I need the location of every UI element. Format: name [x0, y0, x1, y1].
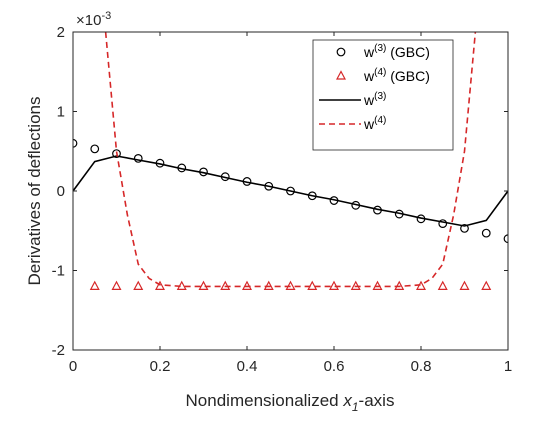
data-point-triangle: [133, 280, 144, 290]
y-tick-label: 0: [57, 183, 65, 200]
legend-label: w(4) (GBC): [363, 67, 430, 84]
data-point-triangle: [176, 280, 187, 290]
data-point-triangle: [307, 280, 318, 290]
legend: w(3) (GBC)w(4) (GBC)w(3)w(4): [312, 39, 454, 151]
legend-label-base: w: [363, 68, 375, 84]
legend-label-tail: (GBC): [386, 68, 430, 84]
legend-entry: w(3): [319, 91, 386, 108]
series-triangle-markers: [89, 280, 492, 290]
x-tick-label: 0.8: [411, 358, 432, 375]
data-point-circle: [329, 196, 339, 205]
data-point-circle: [438, 219, 448, 228]
x-axis-label-main: Nondimensionalized: [186, 391, 344, 410]
data-point-circle: [264, 181, 274, 191]
data-point-circle: [90, 144, 100, 154]
data-point-triangle: [350, 280, 361, 290]
y-exponent-label: ×10-3: [76, 10, 111, 29]
series-circle-markers: [73, 138, 508, 244]
data-point-circle: [112, 149, 121, 159]
data-point-triangle: [263, 280, 274, 290]
y-tick-label: 1: [57, 104, 65, 121]
series-solid-line: [73, 155, 508, 227]
legend-label-sup: (4): [374, 67, 386, 78]
y-tick-label: -2: [52, 342, 65, 359]
y-tick-label: 2: [57, 24, 65, 41]
data-point-triangle: [220, 280, 231, 290]
legend-entry: w(4) (GBC): [336, 67, 430, 84]
data-point-triangle: [394, 280, 405, 290]
data-point-triangle: [416, 280, 426, 290]
data-point-circle: [481, 228, 491, 238]
data-point-triangle: [372, 280, 383, 290]
legend-label-tail: (GBC): [386, 44, 430, 60]
x-tick-label: 0.6: [324, 358, 345, 375]
data-point-circle: [177, 163, 187, 173]
x-axis-label-sub: 1: [352, 400, 359, 414]
legend-label: w(4): [363, 115, 386, 132]
data-point-circle: [460, 223, 469, 233]
legend-box: [312, 39, 454, 151]
tick-layer: 0 0.2 0.4 0.6 0.8 1 -2 -1 0 1 2: [52, 24, 513, 375]
data-point-triangle: [481, 280, 492, 290]
x-tick-label: 0.2: [150, 358, 171, 375]
legend-label-sup: (3): [374, 91, 386, 102]
legend-triangle-marker: [336, 70, 346, 80]
legend-circle-marker: [336, 47, 346, 57]
legend-label: w(3) (GBC): [363, 43, 430, 60]
legend-label-sup: (4): [374, 115, 386, 126]
x-tick-label: 0.4: [237, 358, 258, 375]
data-point-circle: [133, 154, 143, 163]
data-point-triangle: [242, 280, 252, 290]
data-point-triangle: [155, 280, 165, 290]
x-axis-label: Nondimensionalized x1-axis: [186, 391, 395, 414]
data-point-circle: [199, 167, 208, 177]
data-point-triangle: [459, 280, 470, 290]
data-point-circle: [351, 200, 361, 210]
data-point-circle: [307, 191, 317, 201]
y-exponent-base: ×10: [76, 12, 101, 29]
y-exponent-power: -3: [101, 10, 111, 22]
data-point-triangle: [111, 280, 122, 290]
legend-entries: w(3) (GBC)w(4) (GBC)w(3)w(4): [319, 43, 430, 132]
legend-label-base: w: [363, 92, 375, 108]
series-layer: [73, 32, 508, 290]
legend-entry: w(3) (GBC): [336, 43, 430, 60]
data-point-triangle: [437, 280, 448, 290]
y-tick-label: -1: [52, 263, 65, 280]
x-tick-label: 1: [504, 358, 512, 375]
legend-label-base: w: [363, 116, 375, 132]
data-point-triangle: [198, 280, 209, 290]
legend-entry: w(4): [319, 115, 386, 132]
x-tick-label: 0: [69, 358, 77, 375]
data-point-circle: [220, 172, 230, 182]
data-point-circle: [155, 158, 165, 168]
data-point-triangle: [89, 280, 100, 290]
data-point-circle: [286, 186, 295, 196]
data-point-triangle: [285, 280, 296, 290]
x-axis-label-var: x: [342, 391, 352, 410]
legend-label: w(3): [363, 91, 386, 108]
x-axis-label-tail: -axis: [359, 391, 395, 410]
data-point-circle: [394, 209, 404, 219]
series-dashed-line: [104, 32, 477, 288]
series-line: [104, 32, 477, 288]
series-line: [73, 155, 508, 227]
y-axis-label: Derivatives of deflections: [25, 97, 44, 286]
legend-label-sup: (3): [374, 43, 386, 54]
data-point-circle: [503, 234, 508, 244]
legend-label-base: w: [363, 44, 375, 60]
data-point-circle: [73, 138, 78, 148]
data-point-triangle: [329, 280, 339, 290]
data-point-circle: [242, 177, 252, 186]
data-point-circle: [416, 214, 426, 224]
data-point-circle: [373, 205, 382, 215]
